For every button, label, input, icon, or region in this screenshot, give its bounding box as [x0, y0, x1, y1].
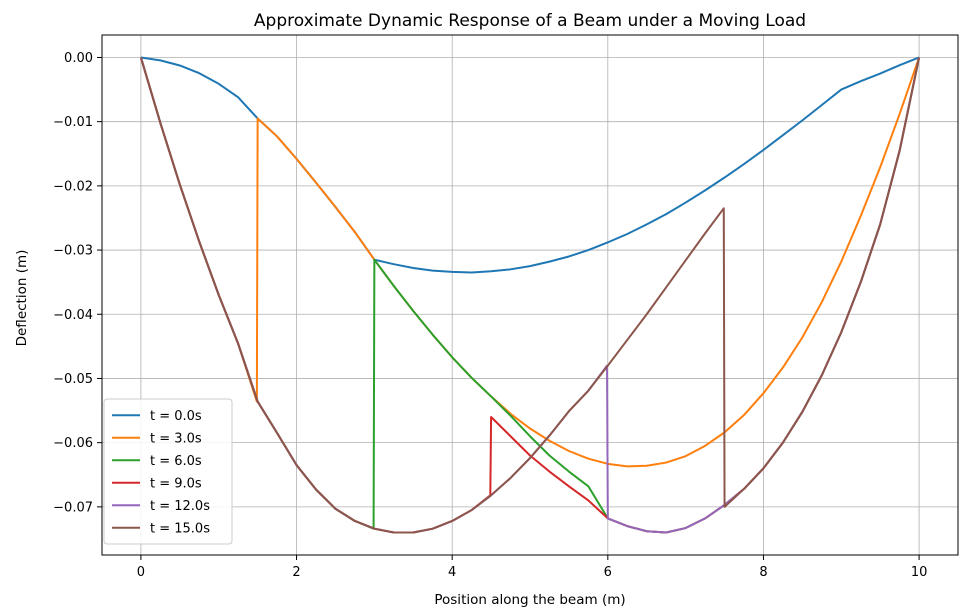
x-tick-label: 10	[911, 565, 928, 580]
legend-label: t = 6.0s	[150, 454, 202, 469]
x-tick-label: 6	[604, 565, 612, 580]
y-tick-label: −0.06	[53, 436, 93, 451]
x-tick-label: 0	[137, 565, 145, 580]
y-tick-label: −0.03	[53, 244, 93, 259]
series-line-5	[139, 57, 921, 534]
legend-label: t = 0.0s	[150, 409, 202, 424]
legend: t = 0.0s t = 3.0s t = 6.0s t = 9.0s t = 12.0…	[103, 398, 233, 545]
series-lines	[139, 56, 921, 534]
y-tick-label: −0.05	[53, 372, 93, 387]
y-tick-label: −0.02	[53, 179, 93, 194]
legend-label: t = 15.0s	[150, 521, 210, 536]
y-tick-label: −0.07	[53, 500, 93, 515]
x-tick-label: 2	[292, 565, 300, 580]
y-tick-label: 0.00	[64, 51, 93, 66]
x-axis-label: Position along the beam (m)	[434, 592, 625, 608]
grid	[102, 35, 958, 555]
legend-label: t = 3.0s	[150, 431, 202, 446]
y-axis-ticks: 0.00 −0.01 −0.02 −0.03 −0.04 −0.05 −0.06 −0.07	[53, 51, 102, 515]
chart-title: Approximate Dynamic Response of a Beam u…	[254, 11, 806, 31]
legend-box	[103, 398, 233, 545]
plot-frame	[101, 34, 959, 556]
series-line-1	[139, 57, 921, 468]
legend-label: t = 9.0s	[150, 476, 202, 491]
y-axis-label: Deflection (m)	[14, 250, 30, 347]
y-tick-label: −0.01	[53, 115, 93, 130]
legend-label: t = 12.0s	[150, 499, 210, 514]
y-tick-label: −0.04	[53, 308, 93, 323]
x-axis-ticks: 0 2 4 6 8 10	[137, 555, 928, 580]
x-tick-label: 8	[759, 565, 767, 580]
x-tick-label: 4	[448, 565, 456, 580]
